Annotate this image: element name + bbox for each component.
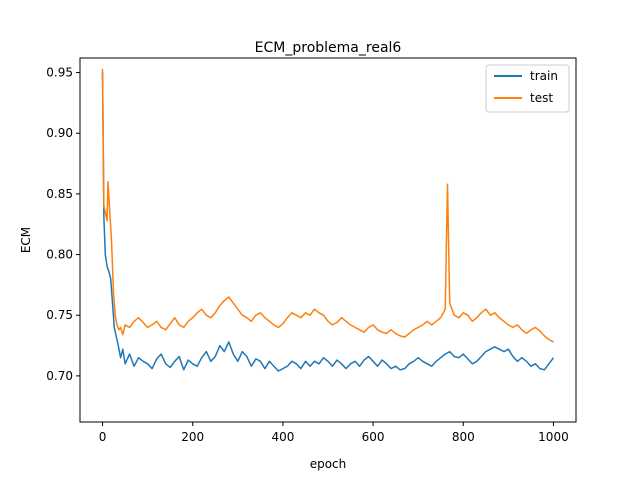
y-tick-label: 0.90 bbox=[46, 126, 73, 140]
x-tick-label: 200 bbox=[181, 430, 204, 444]
y-tick-label: 0.95 bbox=[46, 66, 73, 80]
plot-frame bbox=[79, 57, 577, 423]
y-axis: 0.70 0.75 0.80 0.85 0.90 0.95 bbox=[46, 66, 80, 383]
x-tick-label: 600 bbox=[362, 430, 385, 444]
y-tick-label: 0.80 bbox=[46, 248, 73, 262]
y-tick-label: 0.85 bbox=[46, 187, 73, 201]
x-tick-label: 0 bbox=[99, 430, 107, 444]
x-tick-label: 800 bbox=[452, 430, 475, 444]
series-line-train bbox=[101, 72, 555, 372]
x-tick-label: 1000 bbox=[538, 430, 569, 444]
series-line-test bbox=[101, 68, 554, 343]
legend-label-train: train bbox=[530, 69, 558, 83]
y-tick-label: 0.75 bbox=[46, 308, 73, 322]
x-tick-label: 400 bbox=[271, 430, 294, 444]
x-axis-label: epoch bbox=[310, 457, 347, 471]
series-layer bbox=[101, 68, 555, 372]
y-axis-label: ECM bbox=[19, 227, 33, 253]
y-tick-label: 0.70 bbox=[46, 369, 73, 383]
legend: train test bbox=[485, 64, 570, 113]
legend-label-test: test bbox=[530, 91, 553, 105]
chart-title: ECM_problema_real6 bbox=[255, 40, 402, 56]
x-axis: 0 200 400 600 800 1000 bbox=[99, 422, 569, 444]
